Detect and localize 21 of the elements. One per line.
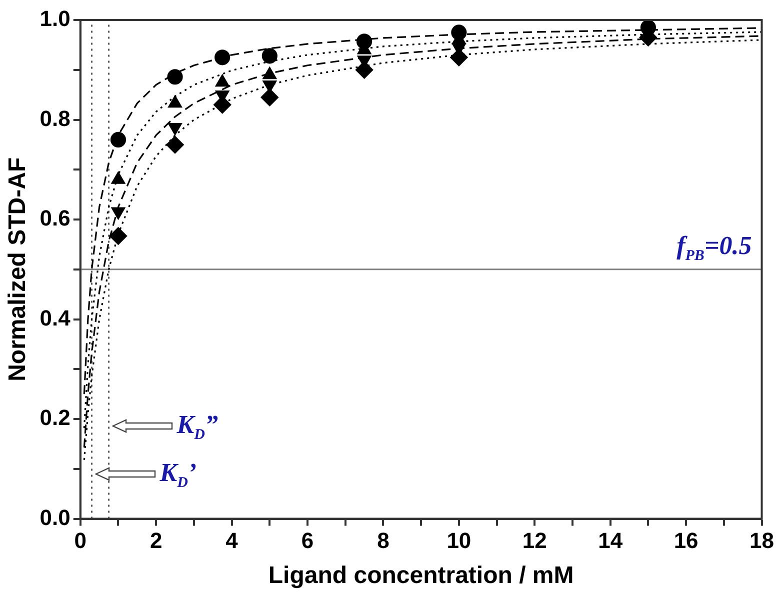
y-axis-title: Normalized STD-AF — [4, 157, 32, 382]
x-tick-label: 14 — [598, 528, 624, 554]
y-tick-label: 0.8 — [40, 106, 70, 131]
y-tick-label: 1.0 — [40, 6, 70, 32]
ref-line-label: K$_{D}$’ — [160, 458, 197, 491]
ref-line-label: K$_{D}$” — [176, 410, 218, 443]
x-tick-label: 12 — [522, 528, 547, 554]
x-axis-title: Ligand concentration / mM — [268, 562, 574, 590]
x-tick-label: 10 — [446, 528, 472, 554]
x-tick-label: 8 — [377, 528, 390, 554]
x-tick-label: 18 — [750, 528, 774, 554]
x-tick-label: 0 — [74, 528, 87, 554]
x-tick-label: 16 — [674, 528, 698, 554]
x-tick-label: 2 — [150, 528, 162, 554]
x-tick-label: 4 — [226, 528, 239, 554]
y-tick-label: 0.6 — [40, 206, 70, 231]
y-tick-label: 0.0 — [40, 504, 70, 530]
x-tick-label: 6 — [301, 528, 314, 554]
y-tick-label: 0.2 — [40, 405, 70, 430]
y-tick-label: 0.4 — [40, 305, 72, 330]
ref-line-label: f$_{PB}$=0.5 — [676, 231, 752, 265]
